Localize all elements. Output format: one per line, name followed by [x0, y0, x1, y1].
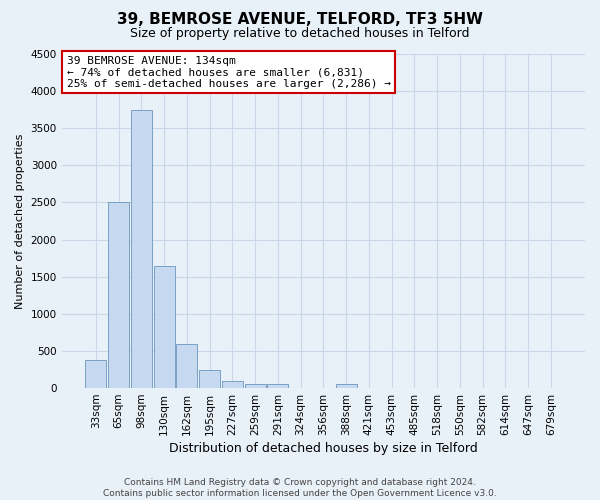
Bar [154, 266, 175, 388]
Text: Contains HM Land Registry data © Crown copyright and database right 2024.
Contai: Contains HM Land Registry data © Crown c… [103, 478, 497, 498]
Bar [108, 202, 129, 388]
Text: 39 BEMROSE AVENUE: 134sqm
← 74% of detached houses are smaller (6,831)
25% of se: 39 BEMROSE AVENUE: 134sqm ← 74% of detac… [67, 56, 391, 89]
Bar [245, 384, 266, 388]
Bar [131, 110, 152, 388]
Bar [85, 360, 106, 388]
Bar [268, 384, 289, 388]
Bar [335, 384, 356, 388]
Bar [199, 370, 220, 388]
Y-axis label: Number of detached properties: Number of detached properties [15, 134, 25, 308]
Text: 39, BEMROSE AVENUE, TELFORD, TF3 5HW: 39, BEMROSE AVENUE, TELFORD, TF3 5HW [117, 12, 483, 28]
Bar [222, 380, 243, 388]
X-axis label: Distribution of detached houses by size in Telford: Distribution of detached houses by size … [169, 442, 478, 455]
Bar [176, 344, 197, 388]
Text: Size of property relative to detached houses in Telford: Size of property relative to detached ho… [130, 28, 470, 40]
